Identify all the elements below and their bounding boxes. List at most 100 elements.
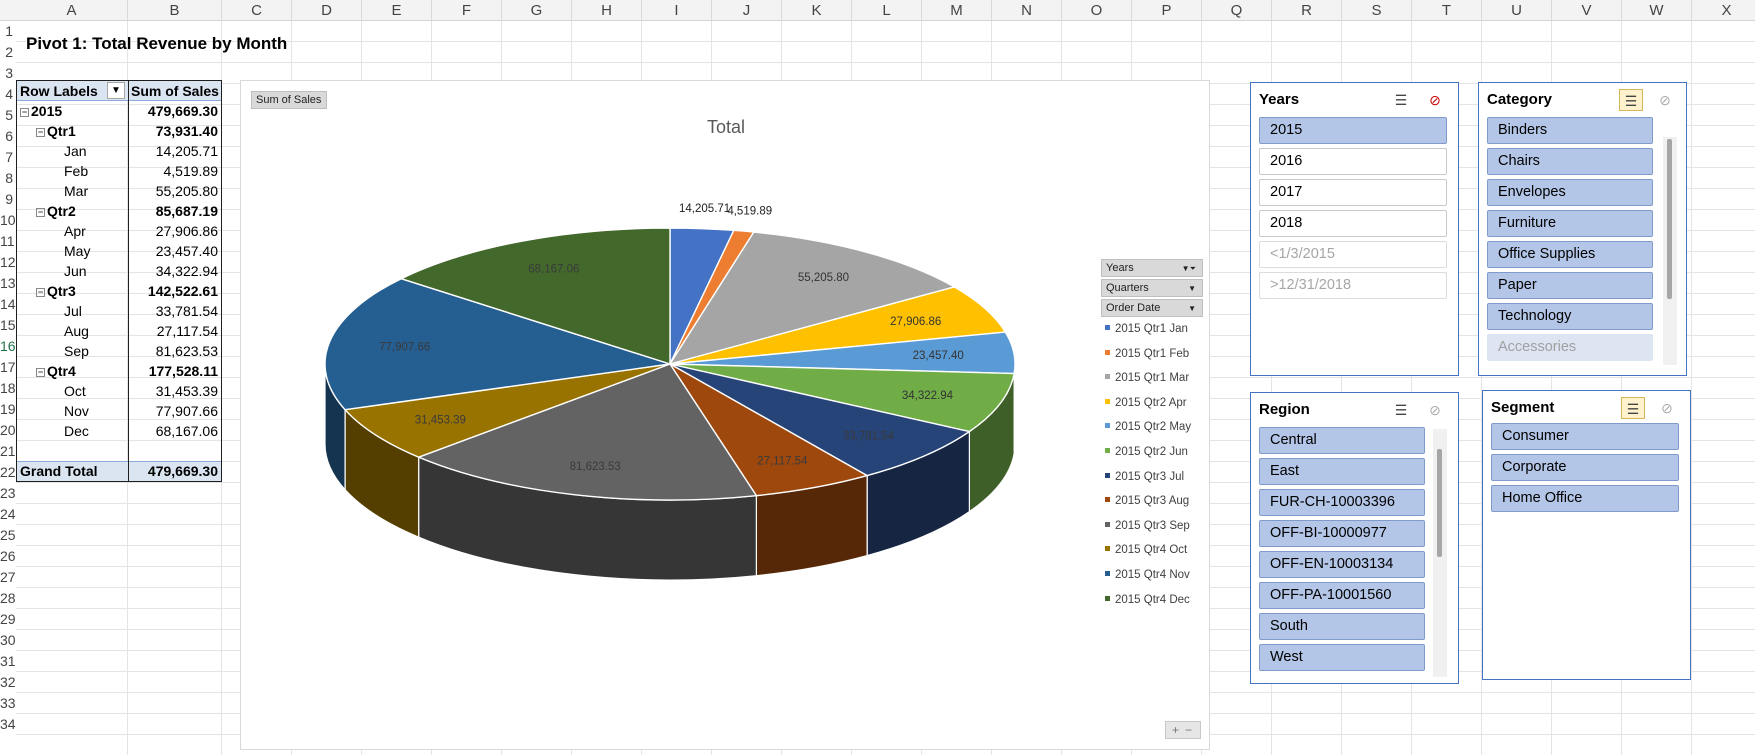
row-header-15[interactable]: 15 — [0, 317, 16, 333]
legend-item[interactable]: 2015 Qtr4 Oct — [1105, 544, 1187, 556]
pivot-row-label[interactable]: Sep — [64, 341, 126, 361]
row-header-18[interactable]: 18 — [0, 380, 16, 396]
row-header-31[interactable]: 31 — [0, 653, 16, 669]
pivot-header-sum-of-sales[interactable]: Sum of Sales — [131, 83, 219, 99]
row-header-32[interactable]: 32 — [0, 674, 16, 690]
column-header-O[interactable]: O — [1062, 0, 1132, 21]
pivot-row-value[interactable]: 142,522.61 — [147, 283, 218, 299]
pivot-row-value[interactable]: 4,519.89 — [163, 163, 219, 179]
collapse-icon[interactable]: − — [36, 287, 45, 297]
row-header-23[interactable]: 23 — [0, 485, 16, 501]
pivot-row-label[interactable]: − Qtr2 — [36, 201, 126, 221]
years-slicer-item[interactable]: >12/31/2018 — [1259, 272, 1447, 299]
column-header-E[interactable]: E — [362, 0, 432, 21]
pivot-row-label[interactable]: Dec — [64, 421, 126, 441]
pivot-row-value[interactable]: 81,623.53 — [155, 343, 218, 359]
sum-of-sales-field-button[interactable]: Sum of Sales — [251, 91, 327, 109]
pivot-row-value[interactable]: 34,322.94 — [155, 263, 218, 279]
pivot-row-value[interactable]: 14,205.71 — [155, 143, 218, 159]
segment-slicer-item[interactable]: Corporate — [1491, 454, 1679, 481]
column-header-W[interactable]: W — [1622, 0, 1692, 21]
column-header-F[interactable]: F — [432, 0, 502, 21]
region-slicer-item[interactable]: South — [1259, 613, 1425, 640]
pivot-row-value[interactable]: 85,687.19 — [155, 203, 218, 219]
category-slicer-item[interactable]: Accessories — [1487, 334, 1653, 361]
row-header-14[interactable]: 14 — [0, 296, 16, 312]
column-header-C[interactable]: C — [222, 0, 292, 21]
pivot-header-row-labels[interactable]: Row Labels — [20, 83, 98, 99]
region-slicer-item[interactable]: FUR-CH-10003396 — [1259, 489, 1425, 516]
pivot-row-label[interactable]: Aug — [64, 321, 126, 341]
row-header-28[interactable]: 28 — [0, 590, 16, 606]
row-header-8[interactable]: 8 — [5, 170, 13, 186]
legend-item[interactable]: 2015 Qtr4 Dec — [1105, 594, 1190, 606]
category-slicer-item[interactable]: Technology — [1487, 303, 1653, 330]
pivot-row-value[interactable]: 73,931.40 — [155, 123, 218, 139]
row-header-27[interactable]: 27 — [0, 569, 16, 585]
pivot-row-label[interactable]: − Qtr3 — [36, 281, 126, 301]
field-button-order-date[interactable]: Order Date ▼ — [1101, 299, 1203, 317]
column-header-B[interactable]: B — [128, 0, 222, 21]
pivot-row-label[interactable]: Jun — [64, 261, 126, 281]
pivot-chart[interactable]: Sum of Sales 14,205.71 4,519.89 55,205.80 2… — [240, 80, 1210, 750]
row-header-29[interactable]: 29 — [0, 611, 16, 627]
row-header-10[interactable]: 10 — [0, 212, 16, 228]
column-header-A[interactable]: A — [16, 0, 128, 21]
region-slicer-item[interactable]: OFF-EN-10003134 — [1259, 551, 1425, 578]
column-header-P[interactable]: P — [1132, 0, 1202, 21]
column-header-H[interactable]: H — [572, 0, 642, 21]
filter-dropdown-icon[interactable]: ▼⏷ — [1181, 264, 1196, 273]
legend-item[interactable]: 2015 Qtr3 Jul — [1105, 471, 1184, 483]
pivot-row-value[interactable]: 27,117.54 — [156, 323, 218, 339]
segment-slicer-item[interactable]: Home Office — [1491, 485, 1679, 512]
pivot-row-label[interactable]: Feb — [64, 161, 126, 181]
column-header-M[interactable]: M — [922, 0, 992, 21]
years-slicer-item[interactable]: 2015 — [1259, 117, 1447, 144]
row-header-34[interactable]: 34 — [0, 716, 16, 732]
pivot-row-label[interactable]: Nov — [64, 401, 126, 421]
pivot-row-value[interactable]: 31,453.39 — [155, 383, 218, 399]
column-header-T[interactable]: T — [1412, 0, 1482, 21]
row-header-22[interactable]: 22 — [0, 464, 16, 480]
column-header-I[interactable]: I — [642, 0, 712, 21]
dropdown-icon[interactable]: ▼ — [1188, 304, 1196, 313]
region-slicer-item[interactable]: OFF-PA-10001560 — [1259, 582, 1425, 609]
clear-filter-icon[interactable]: ⊘ — [1429, 92, 1441, 108]
pivot-row-value[interactable]: 177,528.11 — [148, 363, 218, 379]
row-header-24[interactable]: 24 — [0, 506, 16, 522]
row-header-21[interactable]: 21 — [0, 443, 16, 459]
row-header-5[interactable]: 5 — [5, 107, 13, 123]
region-slicer-item[interactable]: West — [1259, 644, 1425, 671]
collapse-icon[interactable]: − — [36, 127, 45, 137]
row-header-25[interactable]: 25 — [0, 527, 16, 543]
column-header-G[interactable]: G — [502, 0, 572, 21]
category-slicer-item[interactable]: Binders — [1487, 117, 1653, 144]
pivot-row-label[interactable]: −2015 — [20, 101, 126, 121]
pivot-row-label[interactable]: Jul — [64, 301, 126, 321]
row-header-9[interactable]: 9 — [5, 191, 13, 207]
legend-item[interactable]: 2015 Qtr2 May — [1105, 421, 1191, 433]
column-header-J[interactable]: J — [712, 0, 782, 21]
column-header-L[interactable]: L — [852, 0, 922, 21]
pivot-row-label[interactable]: May — [64, 241, 126, 261]
row-header-17[interactable]: 17 — [0, 359, 16, 375]
region-slicer-item[interactable]: OFF-BI-10000977 — [1259, 520, 1425, 547]
collapse-icon[interactable]: − — [36, 367, 45, 377]
category-slicer[interactable]: Category ☰ ⊘ Binders Chairs Envelopes Furni… — [1478, 82, 1687, 376]
column-header-R[interactable]: R — [1272, 0, 1342, 21]
pivot-grand-total-value[interactable]: 479,669.30 — [147, 463, 218, 479]
years-slicer-item[interactable]: 2016 — [1259, 148, 1447, 175]
field-button-quarters[interactable]: Quarters ▼ — [1101, 279, 1203, 297]
column-header-U[interactable]: U — [1482, 0, 1552, 21]
row-header-7[interactable]: 7 — [5, 149, 13, 165]
years-slicer[interactable]: Years ☰ ⊘ 2015 2016 2017 2018 <1/3/2015 >12/3… — [1250, 82, 1459, 376]
row-header-16[interactable]: 16 — [0, 338, 16, 354]
row-header-19[interactable]: 19 — [0, 401, 16, 417]
chart-zoom-buttons[interactable]: +− — [1165, 721, 1201, 739]
region-slicer[interactable]: Region ☰ ⊘ Central East FUR-CH-10003396 OFF… — [1250, 392, 1459, 684]
pivot-row-label[interactable]: Apr — [64, 221, 126, 241]
row-header-13[interactable]: 13 — [0, 275, 16, 291]
category-slicer-item[interactable]: Paper — [1487, 272, 1653, 299]
legend-item[interactable]: 2015 Qtr2 Apr — [1105, 397, 1187, 409]
